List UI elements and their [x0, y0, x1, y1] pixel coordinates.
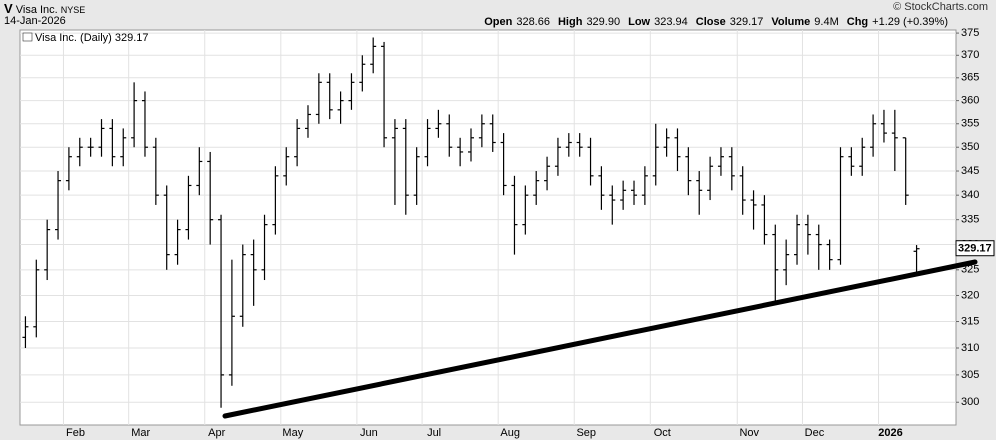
y-tick-label: 345: [961, 165, 979, 177]
symbol-line: V Visa Inc. NYSE: [4, 1, 85, 16]
x-tick-label: Dec: [805, 427, 825, 439]
price-tag-label: 329.17: [958, 243, 992, 255]
legend-icon: [22, 32, 33, 42]
quote-label: High: [557, 16, 583, 28]
quote-label: Low: [628, 16, 651, 28]
x-tick-label: Apr: [208, 427, 225, 439]
exchange: NYSE: [60, 5, 86, 15]
y-tick-label: 370: [961, 49, 979, 61]
x-tick-label: Jul: [427, 427, 441, 439]
quote-label: Open: [484, 16, 513, 28]
y-tick-label: 335: [961, 214, 979, 226]
symbol: V: [4, 1, 13, 16]
quote-label: Chg: [846, 16, 869, 28]
quote-value: +1.29 (+0.39%): [872, 16, 948, 28]
y-tick-label: 340: [961, 189, 979, 201]
legend-text: Visa Inc. (Daily) 329.17: [35, 32, 149, 44]
y-tick-label: 315: [961, 315, 979, 327]
quote-value: 328.66: [516, 16, 550, 28]
x-tick-label: 2026: [878, 427, 902, 439]
quote-label: Close: [695, 16, 726, 28]
y-tick-label: 310: [961, 342, 979, 354]
x-tick-label: Nov: [739, 427, 759, 439]
y-tick-label: 355: [961, 118, 979, 130]
quote-value: 9.4M: [814, 16, 839, 28]
header: V Visa Inc. NYSE 14-Jan-2026 © StockChar…: [0, 0, 996, 30]
y-tick-label: 300: [961, 396, 979, 408]
x-tick-label: Jun: [360, 427, 378, 439]
price-tag: [955, 240, 995, 257]
trendline: [222, 259, 978, 419]
y-tick-label: 320: [961, 289, 979, 301]
y-tick-label: 375: [961, 27, 979, 39]
quote-value: 323.94: [654, 16, 688, 28]
x-tick-label: May: [282, 427, 303, 439]
x-tick-label: Sep: [576, 427, 596, 439]
quote-value: 329.90: [586, 16, 621, 28]
x-tick-label: Feb: [66, 427, 85, 439]
x-tick-label: Mar: [131, 427, 150, 439]
date: 14-Jan-2026: [4, 15, 66, 27]
y-tick-label: 350: [961, 141, 979, 153]
company: Visa Inc.: [15, 4, 58, 16]
y-tick-label: 305: [961, 369, 979, 381]
y-tick-label: 325: [961, 264, 979, 276]
x-tick-label: Oct: [654, 427, 671, 439]
quote: Open 328.66 High 329.90 Low 323.94 Close 329.17…: [484, 16, 956, 28]
plot-area: [19, 29, 957, 426]
quote-value: 329.17: [729, 16, 764, 28]
quote-label: Volume: [771, 16, 811, 28]
source: © StockCharts.com: [893, 1, 988, 13]
y-tick-label: 360: [961, 95, 979, 107]
x-tick-label: Aug: [500, 427, 520, 439]
y-tick-label: 365: [961, 72, 979, 84]
